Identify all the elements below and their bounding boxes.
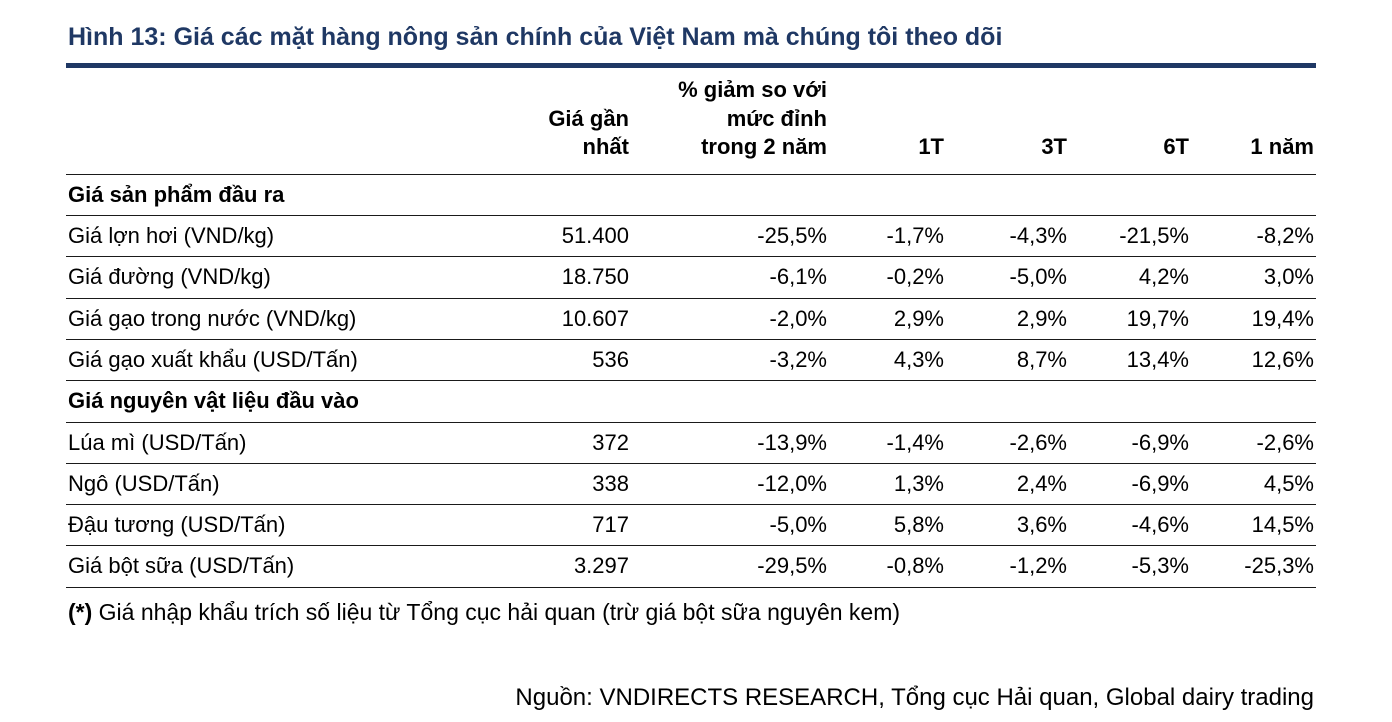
cell-1m: -0,2% bbox=[829, 256, 946, 299]
section-header-input: Giá nguyên vật liệu đầu vào bbox=[66, 380, 1316, 423]
row-label: Giá lợn hơi (VND/kg) bbox=[66, 215, 446, 258]
cell-3m: 3,6% bbox=[946, 504, 1069, 547]
table-row: Giá gạo trong nước (VND/kg) 10.607 -2,0%… bbox=[66, 298, 1316, 340]
table-row: Lúa mì (USD/Tấn) 372 -13,9% -1,4% -2,6% … bbox=[66, 422, 1316, 464]
table-header-row: Giá gần nhất % giảm so với mức đỉnh tron… bbox=[66, 68, 1316, 175]
cell-latest-price: 338 bbox=[446, 463, 631, 506]
cell-latest-price: 717 bbox=[446, 504, 631, 547]
source-line: Nguồn: VNDIRECTS RESEARCH, Tổng cục Hải … bbox=[515, 683, 1314, 711]
cell-1y: 3,0% bbox=[1191, 256, 1316, 299]
cell-3m: 8,7% bbox=[946, 339, 1069, 382]
col-header-empty bbox=[66, 68, 446, 174]
col-header-3m: 3T bbox=[1041, 134, 1067, 160]
cell-pct-from-peak: -25,5% bbox=[631, 215, 829, 258]
commodity-price-table: Giá gần nhất % giảm so với mức đỉnh tron… bbox=[66, 68, 1316, 588]
table-row: Giá bột sữa (USD/Tấn) 3.297 -29,5% -0,8%… bbox=[66, 545, 1316, 588]
cell-1y: 4,5% bbox=[1191, 463, 1316, 506]
row-label: Lúa mì (USD/Tấn) bbox=[66, 422, 446, 464]
cell-1y: -25,3% bbox=[1191, 545, 1316, 588]
footnote-text: Giá nhập khẩu trích số liệu từ Tổng cục … bbox=[98, 598, 901, 625]
section-label: Giá nguyên vật liệu đầu vào bbox=[66, 380, 1316, 423]
table-row: Giá lợn hơi (VND/kg) 51.400 -25,5% -1,7%… bbox=[66, 215, 1316, 258]
figure-title: Hình 13: Giá các mặt hàng nông sản chính… bbox=[68, 23, 1003, 51]
col-header-1y: 1 năm bbox=[1250, 134, 1314, 160]
footnote: (*) Giá nhập khẩu trích số liệu từ Tổng … bbox=[66, 588, 1316, 626]
cell-6m: -6,9% bbox=[1069, 463, 1191, 506]
title-divider-rule bbox=[66, 63, 1316, 68]
row-label: Giá gạo trong nước (VND/kg) bbox=[66, 298, 446, 340]
cell-3m: -5,0% bbox=[946, 256, 1069, 299]
cell-1y: 19,4% bbox=[1191, 298, 1316, 340]
footnote-marker: (*) bbox=[68, 598, 93, 625]
cell-1y: -2,6% bbox=[1191, 422, 1316, 464]
cell-1m: -1,7% bbox=[829, 215, 946, 258]
cell-latest-price: 10.607 bbox=[446, 298, 631, 340]
col-header-pct-from-peak: % giảm so với mức đỉnh trong 2 năm bbox=[678, 77, 827, 160]
cell-1m: 4,3% bbox=[829, 339, 946, 382]
cell-latest-price: 18.750 bbox=[446, 256, 631, 299]
row-label: Ngô (USD/Tấn) bbox=[66, 463, 446, 506]
cell-1y: 14,5% bbox=[1191, 504, 1316, 547]
cell-6m: 19,7% bbox=[1069, 298, 1191, 340]
cell-1m: -0,8% bbox=[829, 545, 946, 588]
cell-pct-from-peak: -5,0% bbox=[631, 504, 829, 547]
cell-3m: 2,9% bbox=[946, 298, 1069, 340]
cell-6m: 13,4% bbox=[1069, 339, 1191, 382]
cell-pct-from-peak: -2,0% bbox=[631, 298, 829, 340]
cell-1y: 12,6% bbox=[1191, 339, 1316, 382]
section-label: Giá sản phẩm đầu ra bbox=[66, 174, 1316, 217]
cell-6m: -5,3% bbox=[1069, 545, 1191, 588]
col-header-1m: 1T bbox=[918, 134, 944, 160]
cell-1m: 5,8% bbox=[829, 504, 946, 547]
cell-3m: -4,3% bbox=[946, 215, 1069, 258]
col-header-latest-price: Giá gần nhất bbox=[548, 105, 629, 160]
cell-latest-price: 51.400 bbox=[446, 215, 631, 258]
table-row: Ngô (USD/Tấn) 338 -12,0% 1,3% 2,4% -6,9%… bbox=[66, 463, 1316, 506]
row-label: Đậu tương (USD/Tấn) bbox=[66, 504, 446, 547]
cell-latest-price: 3.297 bbox=[446, 545, 631, 588]
cell-1m: 1,3% bbox=[829, 463, 946, 506]
cell-latest-price: 536 bbox=[446, 339, 631, 382]
row-label: Giá bột sữa (USD/Tấn) bbox=[66, 545, 446, 588]
col-header-6m: 6T bbox=[1163, 134, 1189, 160]
cell-1m: 2,9% bbox=[829, 298, 946, 340]
cell-6m: -6,9% bbox=[1069, 422, 1191, 464]
cell-latest-price: 372 bbox=[446, 422, 631, 464]
section-header-output: Giá sản phẩm đầu ra bbox=[66, 174, 1316, 217]
row-label: Giá đường (VND/kg) bbox=[66, 256, 446, 299]
table-row: Đậu tương (USD/Tấn) 717 -5,0% 5,8% 3,6% … bbox=[66, 504, 1316, 547]
cell-pct-from-peak: -6,1% bbox=[631, 256, 829, 299]
cell-6m: -4,6% bbox=[1069, 504, 1191, 547]
cell-pct-from-peak: -3,2% bbox=[631, 339, 829, 382]
cell-6m: 4,2% bbox=[1069, 256, 1191, 299]
cell-pct-from-peak: -12,0% bbox=[631, 463, 829, 506]
table-row: Giá gạo xuất khẩu (USD/Tấn) 536 -3,2% 4,… bbox=[66, 339, 1316, 382]
cell-1y: -8,2% bbox=[1191, 215, 1316, 258]
cell-pct-from-peak: -13,9% bbox=[631, 422, 829, 464]
cell-6m: -21,5% bbox=[1069, 215, 1191, 258]
cell-3m: -2,6% bbox=[946, 422, 1069, 464]
cell-3m: 2,4% bbox=[946, 463, 1069, 506]
cell-1m: -1,4% bbox=[829, 422, 946, 464]
cell-pct-from-peak: -29,5% bbox=[631, 545, 829, 588]
row-label: Giá gạo xuất khẩu (USD/Tấn) bbox=[66, 339, 446, 382]
cell-3m: -1,2% bbox=[946, 545, 1069, 588]
table-row: Giá đường (VND/kg) 18.750 -6,1% -0,2% -5… bbox=[66, 256, 1316, 299]
